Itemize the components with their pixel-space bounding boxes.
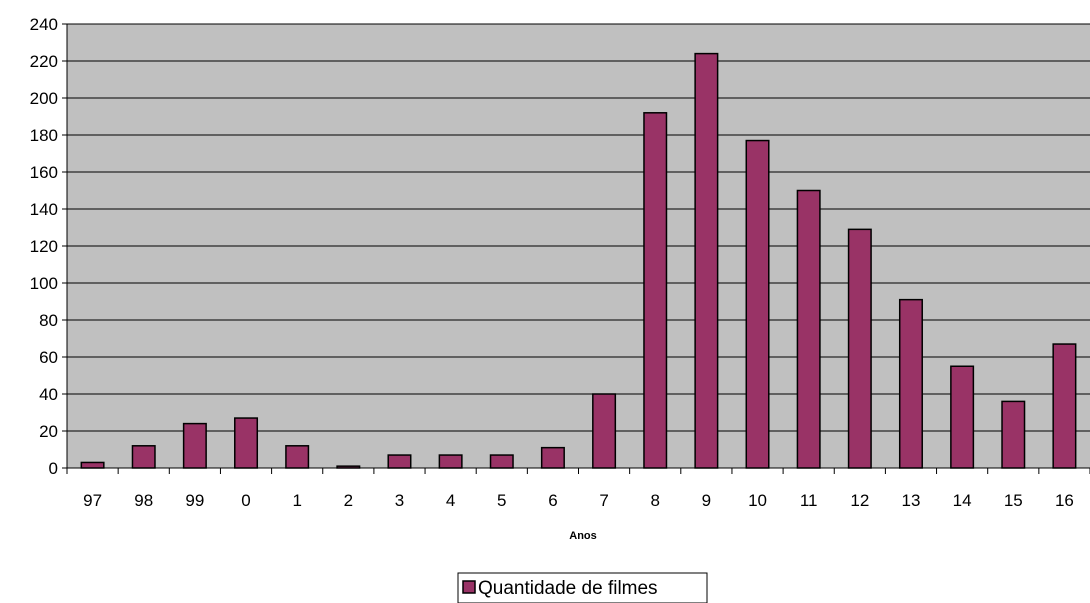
bar bbox=[847, 228, 872, 469]
y-tick-label: 180 bbox=[30, 126, 58, 145]
legend-box bbox=[457, 572, 708, 603]
x-tick-label: 11 bbox=[800, 491, 818, 510]
x-tick-label: 14 bbox=[953, 491, 972, 510]
x-tick-label: 5 bbox=[497, 491, 506, 510]
bar bbox=[131, 445, 156, 469]
y-tick-label: 200 bbox=[30, 89, 58, 108]
bar bbox=[234, 417, 259, 469]
bar bbox=[796, 189, 821, 469]
bar bbox=[592, 393, 617, 469]
x-tick-label: 4 bbox=[446, 491, 455, 510]
y-tick-label: 100 bbox=[30, 274, 58, 293]
x-tick-label: 10 bbox=[748, 491, 767, 510]
x-tick-label: 99 bbox=[185, 491, 204, 510]
x-tick-labels: 97 98 99 0 1 2 3 4 5 6 7 8 9 10 11 12 13 14 15 16 bbox=[83, 491, 1074, 510]
y-tick-label: 40 bbox=[39, 385, 58, 404]
x-tick-label: 1 bbox=[292, 491, 301, 510]
x-tick-label: 2 bbox=[344, 491, 353, 510]
bar bbox=[540, 446, 565, 469]
bar bbox=[438, 454, 463, 469]
y-tick-label: 160 bbox=[30, 163, 58, 182]
bar bbox=[182, 422, 207, 469]
bar bbox=[898, 298, 923, 469]
y-tick-label: 220 bbox=[30, 52, 58, 71]
x-tick-label: 9 bbox=[702, 491, 711, 510]
y-tick-label: 80 bbox=[39, 311, 58, 330]
y-tick-label: 0 bbox=[49, 459, 58, 478]
gridlines bbox=[62, 23, 1090, 469]
bar bbox=[694, 52, 719, 469]
y-tick-labels: 0 20 40 60 80 100 120 140 160 180 200 220 240 bbox=[30, 15, 58, 478]
bar bbox=[950, 365, 975, 469]
x-tick-label: 7 bbox=[599, 491, 608, 510]
y-tick-label: 140 bbox=[30, 200, 58, 219]
y-tick-label: 60 bbox=[39, 348, 58, 367]
y-tick-label: 20 bbox=[39, 422, 58, 441]
bar bbox=[489, 454, 514, 469]
bar bbox=[285, 445, 310, 469]
x-tick-label: 97 bbox=[83, 491, 102, 510]
x-tick-label: 3 bbox=[395, 491, 404, 510]
x-tick-label: 98 bbox=[134, 491, 153, 510]
x-tick-label: 6 bbox=[548, 491, 557, 510]
legend: Quantidade de filmes bbox=[457, 572, 708, 603]
bars bbox=[80, 52, 1077, 469]
x-axis-title: Anos bbox=[569, 530, 597, 542]
x-tick-label: 0 bbox=[241, 491, 250, 510]
axes bbox=[66, 24, 1090, 474]
bar bbox=[1001, 400, 1026, 469]
bar bbox=[1052, 343, 1077, 469]
bar bbox=[387, 454, 412, 469]
bar bbox=[745, 139, 770, 469]
legend-label: Quantidade de filmes bbox=[478, 578, 658, 599]
legend-swatch bbox=[462, 580, 476, 594]
bar bbox=[80, 461, 105, 469]
x-tick-label: 13 bbox=[902, 491, 921, 510]
x-tick-label: 15 bbox=[1004, 491, 1023, 510]
y-tick-label: 120 bbox=[30, 237, 58, 256]
x-tick-label: 12 bbox=[850, 491, 869, 510]
x-tick-label: 16 bbox=[1055, 491, 1074, 510]
y-tick-label: 240 bbox=[30, 15, 58, 34]
bar bbox=[643, 112, 668, 469]
x-tick-label: 8 bbox=[650, 491, 659, 510]
